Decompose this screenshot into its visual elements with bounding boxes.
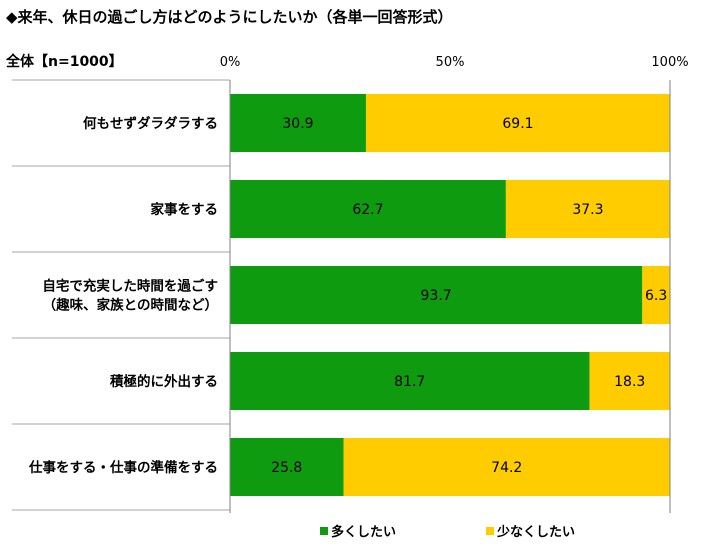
bar-segment — [230, 352, 590, 410]
bar-segment — [343, 438, 670, 496]
x-tick-label: 50% — [436, 55, 465, 70]
bar-segment — [642, 266, 670, 324]
bar-segment — [230, 180, 506, 238]
legend-swatch — [486, 527, 494, 535]
category-label: 仕事をする・仕事の準備をする — [28, 459, 218, 476]
data-label: 62.7 — [352, 202, 383, 218]
bar-segment — [230, 266, 643, 324]
data-label: 74.2 — [491, 460, 522, 476]
data-label: 69.1 — [502, 116, 533, 132]
category-label: 何もせずダラダラする — [83, 115, 218, 132]
x-tick-label: 0% — [220, 55, 241, 70]
data-label: 81.7 — [394, 374, 425, 390]
legend-swatch — [320, 527, 328, 535]
category-label: 自宅で充実した時間を過ごす — [42, 278, 218, 295]
data-label: 30.9 — [282, 116, 313, 132]
bar-segment — [505, 180, 670, 238]
sample-size-label: 全体【n=1000】 — [6, 54, 123, 70]
category-label: 家事をする — [151, 201, 219, 218]
legend-label: 多くしたい — [331, 524, 396, 540]
data-label: 37.3 — [572, 202, 603, 218]
category-label: 積極的に外出する — [109, 373, 218, 390]
bar-segment — [230, 438, 344, 496]
data-label: 93.7 — [421, 288, 452, 304]
data-label: 25.8 — [271, 460, 302, 476]
category-label: （趣味、家族との時間など） — [43, 297, 218, 314]
data-label: 6.3 — [645, 288, 667, 304]
chart-title: ◆来年、休日の過ごし方はどのようにしたいか（各単一回答形式） — [6, 8, 453, 26]
bar-segment — [589, 352, 670, 410]
legend-label: 少なくしたい — [496, 524, 575, 540]
bar-segment — [230, 94, 366, 152]
data-label: 18.3 — [614, 374, 645, 390]
x-tick-label: 100% — [651, 55, 688, 70]
bar-segment — [365, 94, 670, 152]
